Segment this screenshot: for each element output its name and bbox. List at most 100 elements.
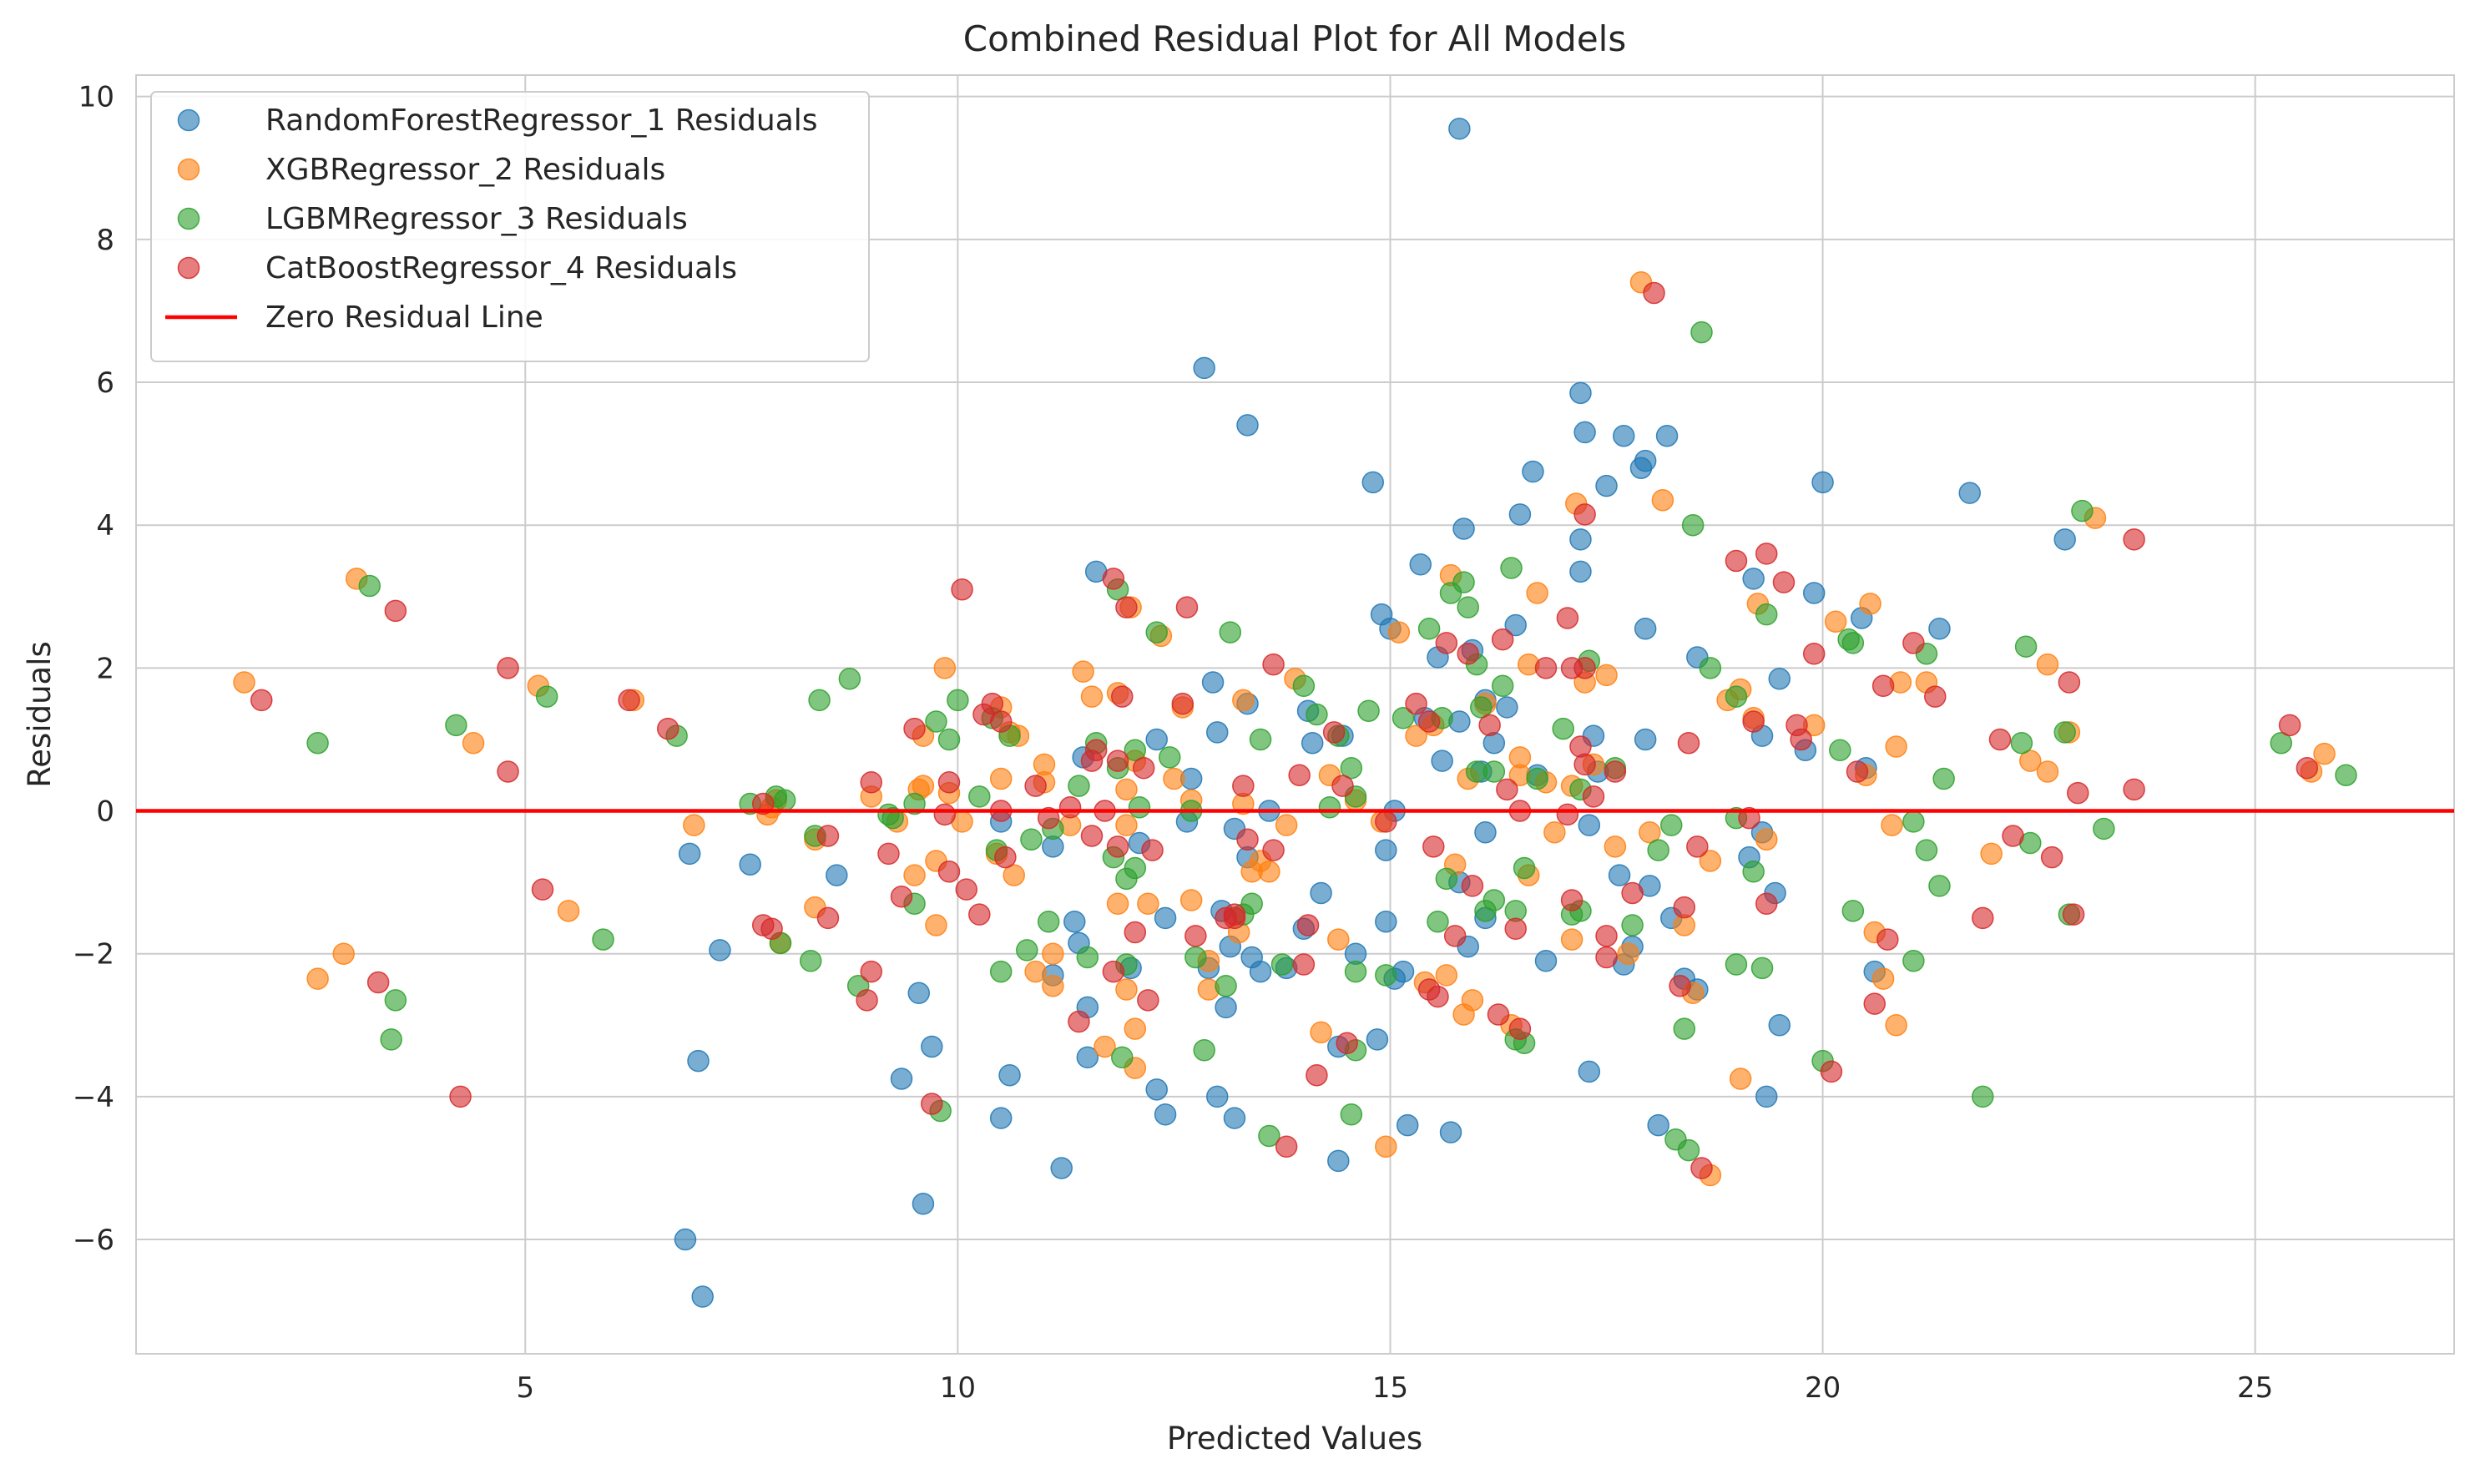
data-point <box>2040 845 2063 869</box>
data-point <box>1033 753 1056 776</box>
data-point <box>2093 817 2115 840</box>
data-point <box>1673 896 1696 919</box>
data-point <box>1115 978 1138 1001</box>
legend-label: Zero Residual Line <box>265 300 543 335</box>
data-point <box>683 814 705 836</box>
data-point <box>1699 657 1722 679</box>
data-point <box>1573 753 1596 776</box>
data-point <box>799 950 822 972</box>
data-point <box>2123 778 2145 801</box>
y-tick-label: 4 <box>96 509 114 543</box>
data-point <box>998 1063 1021 1087</box>
data-point <box>877 842 900 866</box>
data-point <box>1175 596 1199 618</box>
data-point <box>2058 671 2081 694</box>
data-point <box>1863 992 1886 1015</box>
data-point <box>1634 728 1657 751</box>
data-point <box>1582 785 1605 808</box>
data-point <box>1184 925 1207 947</box>
data-point <box>1647 1113 1669 1137</box>
data-point <box>1310 881 1332 905</box>
data-point <box>1755 543 1778 565</box>
data-point <box>1902 810 1925 833</box>
data-point <box>1124 739 1147 762</box>
data-point <box>1037 910 1060 933</box>
data-point <box>1457 643 1479 665</box>
data-point <box>1375 839 1397 861</box>
data-point <box>994 845 1017 869</box>
data-point <box>1240 892 1263 916</box>
data-point <box>1275 814 1298 836</box>
data-point <box>445 714 467 737</box>
legend: RandomForestRegressor_1 Residuals XGBRegr… <box>150 91 870 362</box>
data-point <box>1193 1039 1215 1062</box>
data-point <box>1102 960 1125 983</box>
data-point <box>1042 942 1064 965</box>
data-point <box>947 689 969 712</box>
data-point <box>380 1028 402 1051</box>
data-point <box>1366 1028 1389 1051</box>
data-point <box>860 771 883 794</box>
data-point <box>1115 778 1138 801</box>
data-point <box>2002 825 2024 847</box>
legend-marker <box>177 109 200 132</box>
data-point <box>1604 760 1627 783</box>
data-point <box>1435 964 1458 987</box>
data-point <box>1500 557 1523 579</box>
data-point <box>1902 632 1925 654</box>
data-point <box>808 689 831 712</box>
data-point <box>2053 721 2076 744</box>
data-point <box>1171 692 1195 715</box>
legend-marker <box>177 207 200 230</box>
data-point <box>903 864 926 886</box>
data-point <box>1972 906 1994 930</box>
data-point <box>1513 856 1536 880</box>
data-point <box>1375 910 1397 933</box>
data-point <box>1560 928 1583 951</box>
data-point <box>1841 900 1865 922</box>
data-point <box>1063 910 1086 933</box>
data-point <box>1205 1085 1229 1108</box>
data-point <box>1881 814 1903 836</box>
data-point <box>856 989 878 1012</box>
data-point <box>1508 503 1532 526</box>
data-point <box>1526 767 1548 790</box>
data-point <box>1106 892 1129 916</box>
data-point <box>1072 660 1094 683</box>
data-point <box>1802 582 1826 604</box>
data-point <box>1042 974 1064 997</box>
data-point <box>1003 864 1025 886</box>
data-point <box>1115 814 1138 836</box>
data-point <box>1124 1017 1147 1040</box>
data-point <box>1729 1068 1752 1090</box>
data-point <box>1768 1014 1791 1037</box>
data-point <box>1292 953 1316 976</box>
data-point <box>933 803 957 826</box>
data-point <box>933 657 957 679</box>
data-point <box>1958 482 1981 504</box>
legend-label: XGBRegressor_2 Residuals <box>265 153 665 187</box>
data-point <box>1928 618 1951 640</box>
data-point <box>1534 950 1558 972</box>
data-point <box>1725 685 1748 708</box>
data-point <box>1405 692 1427 715</box>
data-point <box>1604 835 1627 858</box>
data-point <box>1288 764 1311 786</box>
data-point <box>1482 760 1506 783</box>
data-point <box>384 989 407 1012</box>
data-point <box>1742 861 1765 883</box>
data-point <box>1608 864 1631 886</box>
data-point <box>1578 814 1601 836</box>
data-point <box>1236 828 1259 851</box>
data-point <box>925 914 947 936</box>
legend-label: RandomForestRegressor_1 Residuals <box>265 103 818 138</box>
data-point <box>1427 910 1449 933</box>
data-point <box>1595 946 1618 969</box>
data-point <box>1024 775 1047 797</box>
data-point <box>678 842 701 866</box>
series-4-points <box>250 281 2319 1179</box>
data-point <box>2067 781 2089 805</box>
data-point <box>1543 820 1566 844</box>
data-point <box>1340 1103 1363 1126</box>
